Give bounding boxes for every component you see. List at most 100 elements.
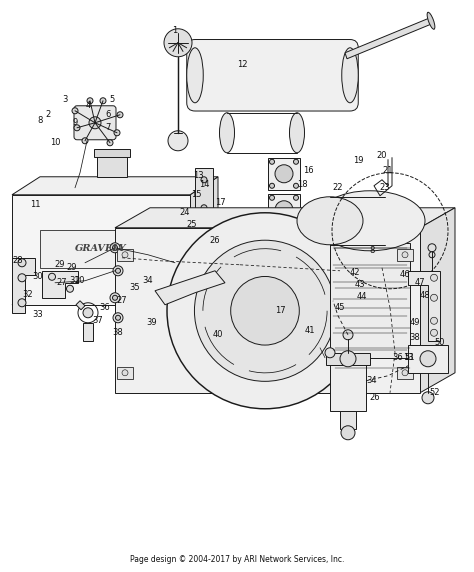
Text: 16: 16 xyxy=(303,166,313,175)
Circle shape xyxy=(164,29,192,57)
Text: 29: 29 xyxy=(55,260,65,269)
Text: 30: 30 xyxy=(33,272,43,281)
FancyBboxPatch shape xyxy=(74,106,116,140)
Text: 46: 46 xyxy=(400,270,410,279)
Text: 11: 11 xyxy=(30,200,40,209)
Text: 39: 39 xyxy=(146,318,157,327)
Circle shape xyxy=(201,177,207,183)
Text: 15: 15 xyxy=(191,190,201,199)
Text: 44: 44 xyxy=(357,292,367,301)
Text: 49: 49 xyxy=(410,318,420,327)
Bar xyxy=(268,158,300,190)
Circle shape xyxy=(114,130,120,136)
Ellipse shape xyxy=(290,113,304,153)
Circle shape xyxy=(74,125,80,131)
Circle shape xyxy=(82,138,88,144)
Polygon shape xyxy=(12,258,35,313)
Circle shape xyxy=(116,315,120,320)
Bar xyxy=(397,367,413,379)
Circle shape xyxy=(270,159,274,164)
Text: GRAVELY: GRAVELY xyxy=(75,244,127,253)
Bar xyxy=(97,152,127,177)
Text: 52: 52 xyxy=(430,388,440,398)
Bar xyxy=(115,228,420,393)
Bar xyxy=(117,367,133,379)
Text: 43: 43 xyxy=(355,280,365,289)
Text: 35: 35 xyxy=(130,283,140,292)
Text: 47: 47 xyxy=(415,278,425,287)
Circle shape xyxy=(110,293,120,303)
Ellipse shape xyxy=(315,191,425,251)
Text: 14: 14 xyxy=(199,180,209,189)
Circle shape xyxy=(429,252,435,258)
Circle shape xyxy=(293,183,299,188)
Circle shape xyxy=(112,295,118,300)
Text: 25: 25 xyxy=(187,220,197,229)
Circle shape xyxy=(72,108,78,114)
Bar xyxy=(94,149,130,157)
Bar xyxy=(40,230,162,268)
Text: 17: 17 xyxy=(275,306,285,315)
Circle shape xyxy=(18,274,26,282)
Text: 34: 34 xyxy=(367,376,377,386)
Circle shape xyxy=(83,308,93,318)
Bar xyxy=(268,194,300,226)
FancyBboxPatch shape xyxy=(187,39,358,111)
Ellipse shape xyxy=(187,48,203,103)
Circle shape xyxy=(18,259,26,267)
Circle shape xyxy=(275,201,293,219)
Polygon shape xyxy=(115,208,455,228)
Text: 18: 18 xyxy=(297,180,307,189)
Circle shape xyxy=(48,273,55,280)
Text: 50: 50 xyxy=(435,338,445,347)
Circle shape xyxy=(430,294,438,301)
Circle shape xyxy=(231,276,299,345)
Circle shape xyxy=(430,274,438,281)
Circle shape xyxy=(89,117,101,129)
Text: 31: 31 xyxy=(70,276,80,285)
Circle shape xyxy=(402,370,408,376)
Polygon shape xyxy=(408,271,440,341)
Text: 3: 3 xyxy=(62,96,68,104)
Text: 13: 13 xyxy=(403,353,413,362)
Text: 48: 48 xyxy=(419,291,430,300)
Text: 33: 33 xyxy=(33,310,44,319)
Text: 38: 38 xyxy=(113,328,123,337)
Circle shape xyxy=(343,330,353,340)
Circle shape xyxy=(113,313,123,323)
Text: 26: 26 xyxy=(210,236,220,245)
Circle shape xyxy=(293,159,299,164)
Circle shape xyxy=(293,219,299,224)
Text: 10: 10 xyxy=(50,138,60,147)
Circle shape xyxy=(122,252,128,258)
Circle shape xyxy=(168,131,188,151)
Circle shape xyxy=(100,98,106,104)
Circle shape xyxy=(270,183,274,188)
Text: 4: 4 xyxy=(85,101,91,110)
Polygon shape xyxy=(12,177,218,195)
Circle shape xyxy=(110,243,120,253)
Circle shape xyxy=(402,252,408,258)
Text: 13: 13 xyxy=(193,171,203,180)
Circle shape xyxy=(201,230,207,236)
Text: 51: 51 xyxy=(405,353,415,362)
Circle shape xyxy=(107,140,113,146)
Circle shape xyxy=(113,266,123,276)
Circle shape xyxy=(116,268,120,273)
Circle shape xyxy=(87,98,93,104)
Polygon shape xyxy=(190,177,218,305)
Circle shape xyxy=(420,351,436,367)
Polygon shape xyxy=(420,208,455,393)
Text: 32: 32 xyxy=(23,290,33,299)
Bar xyxy=(408,345,448,373)
Bar xyxy=(340,411,356,429)
Circle shape xyxy=(430,329,438,336)
Ellipse shape xyxy=(219,113,235,153)
Text: 41: 41 xyxy=(305,326,315,335)
Bar xyxy=(397,249,413,261)
Circle shape xyxy=(340,351,356,367)
Text: 12: 12 xyxy=(237,60,247,69)
Text: Page design © 2004-2017 by ARI Network Services, Inc.: Page design © 2004-2017 by ARI Network S… xyxy=(130,555,344,564)
Text: 1: 1 xyxy=(173,26,178,35)
Bar xyxy=(83,323,93,341)
